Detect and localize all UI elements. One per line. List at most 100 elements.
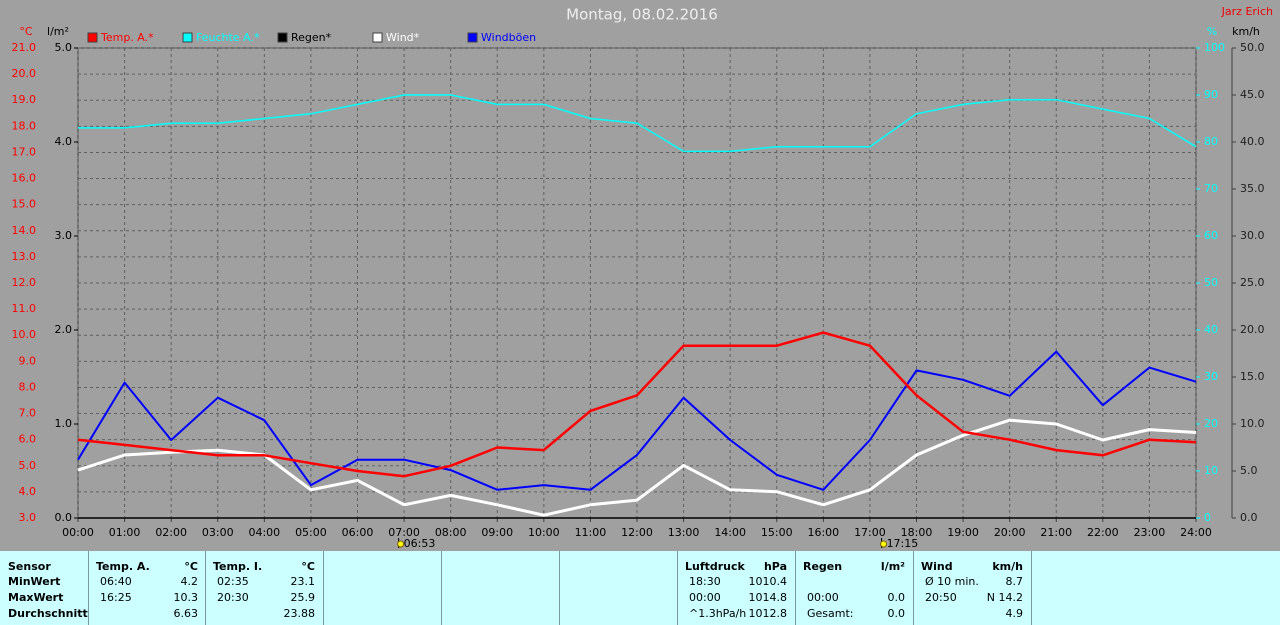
x-tick-label: 04:00 xyxy=(248,526,280,539)
panel-title: Wind xyxy=(921,560,953,573)
y-tick-label: 18.0 xyxy=(12,119,37,132)
x-tick-label: 16:00 xyxy=(807,526,839,539)
row-value: 6.63 xyxy=(173,607,199,620)
y-tick-label: 13.0 xyxy=(12,250,37,263)
legend-label: Temp. A.* xyxy=(100,31,154,44)
y4-tick-label: 5.0 xyxy=(1240,464,1258,477)
sun-icon xyxy=(880,540,888,548)
y3-axis-unit: % xyxy=(1207,25,1217,38)
separator xyxy=(913,551,914,625)
row-value: N 14.2 xyxy=(986,591,1023,604)
y4-tick-label: 20.0 xyxy=(1240,323,1265,336)
row-label: Durchschnitt xyxy=(8,607,88,620)
x-tick-label: 11:00 xyxy=(575,526,607,539)
row-time: 00:00 xyxy=(807,591,839,604)
row-value: 8.7 xyxy=(1005,575,1024,588)
chart-title: Montag, 08.02.2016 xyxy=(566,6,718,24)
y-tick-label: 16.0 xyxy=(12,172,37,185)
row-value: 1014.8 xyxy=(748,591,788,604)
y3-tick-label: 50 xyxy=(1204,276,1218,289)
x-tick-label: 01:00 xyxy=(109,526,141,539)
y3-tick-label: 20 xyxy=(1204,417,1218,430)
y3-tick-label: 90 xyxy=(1204,88,1218,101)
panel-title: Regen xyxy=(803,560,843,573)
x-tick-label: 00:00 xyxy=(62,526,94,539)
series-line xyxy=(77,350,1197,491)
row-time: 16:25 xyxy=(100,591,132,604)
legend-label: Windböen xyxy=(481,31,536,44)
y3-tick-label: 70 xyxy=(1204,182,1218,195)
x-tick-label: 20:00 xyxy=(994,526,1026,539)
chart: Montag, 08.02.2016 Jarz Erich °C l/m² % … xyxy=(12,5,1274,550)
y-tick-label: 6.0 xyxy=(19,433,37,446)
series-line xyxy=(78,94,1197,153)
x-tick-label: 21:00 xyxy=(1040,526,1072,539)
x-tick-label: 03:00 xyxy=(202,526,234,539)
y3-tick-label: 60 xyxy=(1204,229,1218,242)
row-value: 4.2 xyxy=(180,575,199,588)
y3-tick-label: 10 xyxy=(1204,464,1218,477)
panel-unit: l/m² xyxy=(880,560,905,573)
row-time: 20:30 xyxy=(217,591,249,604)
y2-tick-label: 5.0 xyxy=(55,41,73,54)
sun-icon xyxy=(397,540,405,548)
y-tick-label: 7.0 xyxy=(19,407,37,420)
panel-title: Temp. A. xyxy=(96,560,150,573)
x-tick-label: 24:00 xyxy=(1180,526,1212,539)
y4-tick-label: 40.0 xyxy=(1240,135,1265,148)
row-value: 4.9 xyxy=(1005,607,1024,620)
separator xyxy=(88,551,89,625)
y4-axis-unit: km/h xyxy=(1232,25,1260,38)
panel-title: Luftdruck xyxy=(685,560,745,573)
legend-swatch xyxy=(87,32,98,43)
x-tick-label: 10:00 xyxy=(528,526,560,539)
sun-label: 06:53 xyxy=(404,537,436,550)
y4-tick-label: 10.0 xyxy=(1240,417,1265,430)
x-tick-label: 12:00 xyxy=(621,526,653,539)
x-tick-label: 07:00 xyxy=(388,526,420,539)
y-tick-label: 4.0 xyxy=(19,485,37,498)
legend-label: Feuchte A.* xyxy=(196,31,260,44)
row-time: 18:30 xyxy=(689,575,721,588)
y4-tick-label: 15.0 xyxy=(1240,370,1265,383)
y-tick-label: 14.0 xyxy=(12,224,37,237)
y4-tick-label: 45.0 xyxy=(1240,88,1265,101)
y2-tick-label: 0.0 xyxy=(55,511,73,524)
panel-unit: hPa xyxy=(763,560,787,573)
y-axis-unit: °C xyxy=(19,25,33,38)
separator xyxy=(441,551,442,625)
y-tick-label: 20.0 xyxy=(12,67,37,80)
row-value: 1010.4 xyxy=(748,575,788,588)
separator xyxy=(677,551,678,625)
y4-tick-label: 50.0 xyxy=(1240,41,1265,54)
x-tick-label: 23:00 xyxy=(1134,526,1166,539)
y-tick-label: 10.0 xyxy=(12,328,37,341)
sensor-header: Sensor xyxy=(8,560,51,573)
row-time: 20:50 xyxy=(925,591,957,604)
legend-label: Regen* xyxy=(291,31,332,44)
panel-unit: °C xyxy=(184,560,198,573)
y4-tick-label: 25.0 xyxy=(1240,276,1265,289)
panel-unit: km/h xyxy=(992,560,1023,573)
y-tick-label: 5.0 xyxy=(19,459,37,472)
row-label: MaxWert xyxy=(8,591,64,604)
x-tick-label: 13:00 xyxy=(668,526,700,539)
y4-tick-label: 30.0 xyxy=(1240,229,1265,242)
y-tick-label: 11.0 xyxy=(12,302,37,315)
x-tick-label: 08:00 xyxy=(435,526,467,539)
y-tick-label: 19.0 xyxy=(12,93,37,106)
y-tick-label: 21.0 xyxy=(12,41,37,54)
row-value: 23.1 xyxy=(290,575,316,588)
summary-panel: Sensor MinWert MaxWert Durchschnitt Temp. A.… xyxy=(0,551,1280,625)
row-time: Gesamt: xyxy=(807,607,854,620)
x-tick-label: 14:00 xyxy=(714,526,746,539)
separator xyxy=(795,551,796,625)
y-tick-label: 3.0 xyxy=(19,511,37,524)
x-tick-label: 17:00 xyxy=(854,526,886,539)
row-time: Ø 10 min. xyxy=(925,575,979,588)
panel-title: Temp. I. xyxy=(213,560,263,573)
author: Jarz Erich xyxy=(1221,5,1273,18)
panel-unit: °C xyxy=(301,560,315,573)
x-tick-label: 06:00 xyxy=(342,526,374,539)
